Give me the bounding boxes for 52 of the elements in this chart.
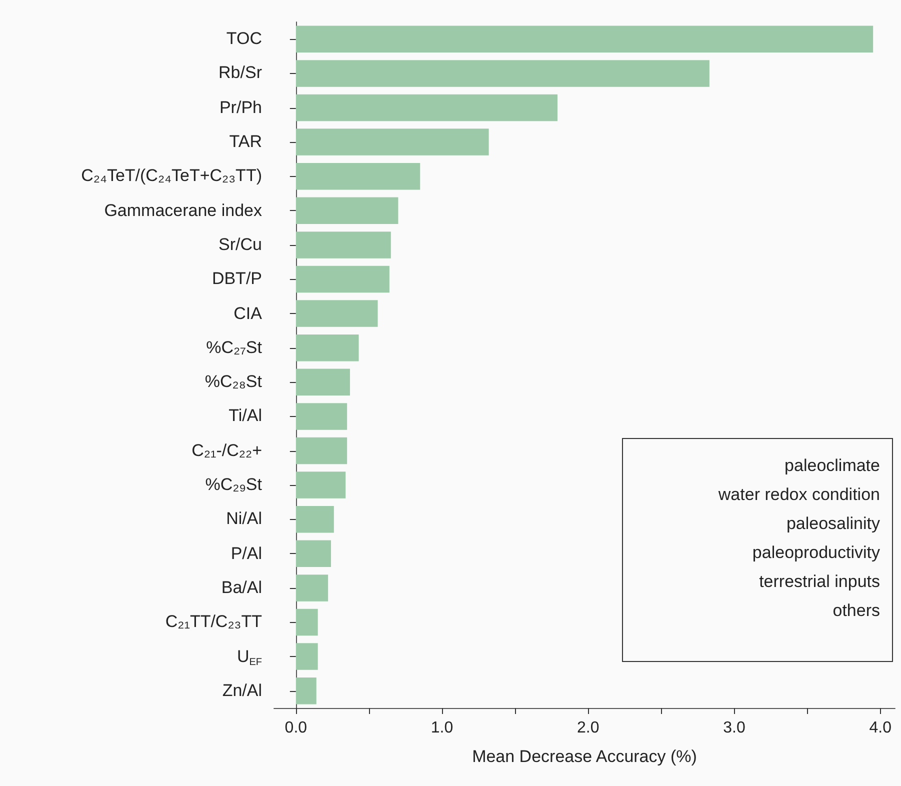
y-tick-label: U$_{EF}$ <box>236 646 262 668</box>
bar <box>296 266 390 293</box>
y-tick-label: Pr/Ph <box>219 96 262 119</box>
y-tick-label: P/Al <box>230 542 262 565</box>
bar <box>296 232 391 258</box>
y-tick-label: %C₂₉St <box>205 474 262 496</box>
bar <box>296 162 420 190</box>
bar <box>296 60 710 87</box>
x-tick-label: 2.0 <box>577 720 600 736</box>
y-tick-label: Zn/Al <box>222 680 262 702</box>
x-tick-label: 0.0 <box>284 720 308 736</box>
bar <box>296 574 328 602</box>
x-axis-title: Mean Decrease Accuracy (%) <box>472 747 697 766</box>
bar <box>296 300 378 327</box>
bar <box>296 128 489 156</box>
annotation: terrestrial inputs <box>758 571 880 593</box>
y-tick-label: Sr/Cu <box>218 234 262 256</box>
y-tick-label: %C₂₇St <box>206 336 262 359</box>
bar <box>296 26 874 53</box>
annotation: water redox condition <box>717 484 880 506</box>
annotation: paleoproductivity <box>751 542 880 564</box>
x-tick-label: 4.0 <box>869 720 892 736</box>
x-tick-label: 1.0 <box>430 720 454 736</box>
y-tick-label: Ti/Al <box>228 405 262 428</box>
bar <box>296 94 558 122</box>
bar <box>296 506 334 533</box>
annotation: others <box>832 600 880 622</box>
y-tick-label: DBT/P <box>212 268 262 290</box>
bar <box>296 643 318 670</box>
bar <box>296 334 359 362</box>
y-tick-label: C₂₁-/C₂₂+ <box>192 440 262 462</box>
annotation: paleoclimate <box>784 455 880 477</box>
bar <box>296 472 346 498</box>
y-tick-label: Rb/Sr <box>218 62 262 84</box>
bar <box>296 608 318 636</box>
x-tick-label: 3.0 <box>723 720 746 736</box>
bar <box>296 197 398 224</box>
bar <box>296 368 350 396</box>
y-tick-label: TAR <box>229 131 262 154</box>
y-tick-label: C₂₄TeT/(C₂₄TeT+C₂₃TT) <box>81 165 262 188</box>
y-tick-label: %C₂₈St <box>204 371 262 394</box>
bar <box>296 540 331 568</box>
annotation: paleosalinity <box>785 513 880 535</box>
y-tick-label: TOC <box>226 28 262 50</box>
bar <box>296 677 316 704</box>
y-tick-label: CIA <box>234 302 262 325</box>
bar <box>296 403 348 430</box>
y-tick-label: Ba/Al <box>221 576 262 599</box>
bar <box>296 437 348 464</box>
y-tick-label: Gammacerane index <box>104 200 262 222</box>
y-tick-label: C₂₁TT/C₂₃TT <box>165 611 262 634</box>
y-tick-label: Ni/Al <box>226 508 262 530</box>
